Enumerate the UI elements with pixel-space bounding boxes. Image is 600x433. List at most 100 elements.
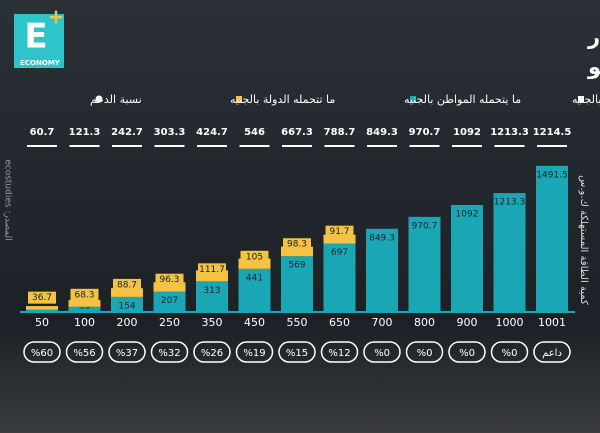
subsidy-oval — [448, 341, 486, 363]
cost-label: 546 — [244, 127, 265, 138]
bar-segment — [111, 288, 143, 297]
legend-label: التكلفة الفعلية بالجنيه — [572, 93, 600, 106]
x-tick-label: 350 — [202, 316, 223, 329]
x-tick-label: 250 — [159, 316, 180, 329]
source: المصدر: ecostudies — [3, 159, 13, 241]
subsidy-label: %12 — [328, 348, 350, 359]
legend-swatch — [95, 95, 103, 103]
subsidy-oval — [405, 341, 444, 363]
x-tick-label: 800 — [414, 316, 435, 329]
bar-segment — [68, 300, 101, 307]
bar-segment — [26, 306, 58, 310]
logo-box — [14, 14, 64, 68]
bar-value-label: 68.3 — [74, 290, 94, 300]
cost-label: 303.3 — [154, 127, 186, 138]
bar-segment — [493, 193, 526, 312]
cost-label: 849.3 — [366, 127, 398, 138]
bar-segment — [153, 291, 186, 312]
bar-segment — [408, 216, 441, 312]
bar-value-label: 105 — [246, 252, 263, 262]
x-tick-label: 50 — [35, 316, 49, 329]
subsidy-label: %0 — [374, 348, 390, 359]
x-tick-label: 450 — [244, 316, 265, 329]
bar-value-label: 111.7 — [199, 265, 225, 275]
cost-label: 970.7 — [409, 127, 441, 138]
bar-segment — [281, 256, 313, 312]
bar-value-label: 1491.5 — [536, 170, 568, 180]
x-tick-label: 1001 — [538, 316, 566, 329]
bar-value-label: 1092 — [456, 209, 479, 219]
subsidy-oval — [108, 341, 146, 363]
legend-label: ما تتحمله الدولة بالجنيه — [230, 93, 335, 106]
bar-segment — [196, 270, 228, 282]
subsidy-label: %19 — [243, 348, 265, 359]
label-bg — [283, 238, 311, 251]
subsidy-label: %56 — [73, 348, 95, 359]
bar-value-label: 96.3 — [159, 275, 179, 285]
subsidy-oval — [363, 341, 401, 363]
bar-segment — [366, 228, 398, 312]
label-bg — [70, 288, 99, 301]
chart-subtitle: بداية من 1 يوليو — [587, 55, 600, 79]
subsidy-label: %37 — [116, 348, 138, 359]
x-tick-label: 100 — [74, 316, 95, 329]
bar-value-label: 154 — [118, 301, 135, 311]
bar-value-label: 36.7 — [32, 293, 52, 303]
subsidy-label: %0 — [417, 348, 433, 359]
logo-plus: + — [48, 5, 65, 29]
x-tick-label: 1000 — [496, 316, 524, 329]
bar-value-label: 313 — [203, 286, 220, 296]
subsidy-label: داعم — [542, 348, 562, 359]
legend-swatch — [410, 96, 416, 102]
subsidy-label: %0 — [459, 348, 475, 359]
cost-label: 1092 — [453, 127, 481, 138]
legend-label: نسبة الدعم — [90, 93, 142, 106]
subsidy-label: %32 — [158, 348, 180, 359]
subsidy-oval — [490, 341, 529, 363]
subsidy-label: %0 — [502, 348, 518, 359]
subsidy-oval — [150, 341, 189, 363]
bar-segment — [153, 282, 186, 292]
bar-segment — [238, 268, 271, 312]
bar-value-label: 91.7 — [329, 227, 349, 237]
subsidy-label: %26 — [201, 348, 223, 359]
bar-segment — [323, 243, 356, 312]
x-tick-label: 700 — [372, 316, 393, 329]
chart-title: ما ستدفعه في فاتورة الكهرباء بعد تغير ال… — [587, 23, 600, 49]
label-bg — [113, 278, 141, 291]
x-tick-label: 200 — [117, 316, 138, 329]
x-axis-label: كمية الطاقة المستهلكة ك.و.س — [578, 175, 589, 305]
cost-label: 1213.3 — [490, 127, 529, 138]
cost-label: 1214.5 — [533, 127, 572, 138]
cost-label: 242.7 — [111, 127, 143, 138]
bar-segment — [536, 165, 568, 312]
subsidy-oval — [278, 341, 316, 363]
legend-label: ما يتحمله المواطن بالجنيه — [404, 93, 521, 106]
subsidy-oval — [320, 341, 359, 363]
label-bg — [198, 263, 226, 276]
cost-label: 788.7 — [324, 127, 356, 138]
bar-value-label: 697 — [331, 248, 348, 258]
bar-segment — [68, 306, 101, 312]
label-bg — [240, 250, 269, 263]
x-tick-label: 550 — [287, 316, 308, 329]
bar-segment — [451, 204, 483, 312]
bar-segment — [281, 246, 313, 257]
subsidy-oval — [193, 341, 231, 363]
cost-label: 424.7 — [196, 127, 228, 138]
bar-value-label: 207 — [161, 296, 178, 306]
cost-label: 121.3 — [69, 127, 101, 138]
subsidy-label: %60 — [31, 348, 53, 359]
bar-segment — [196, 281, 228, 312]
subsidy-oval — [23, 341, 61, 363]
logo: E + ECONOMY — [14, 5, 65, 68]
legend-swatch — [578, 96, 584, 102]
legend-swatch — [236, 96, 242, 102]
cost-label: 60.7 — [30, 127, 55, 138]
bar-segment — [323, 234, 356, 244]
bar-value-label: 970.7 — [412, 221, 438, 231]
subsidy-label: %15 — [286, 348, 308, 359]
bar-segment — [238, 258, 271, 269]
subsidy-oval — [533, 341, 571, 363]
